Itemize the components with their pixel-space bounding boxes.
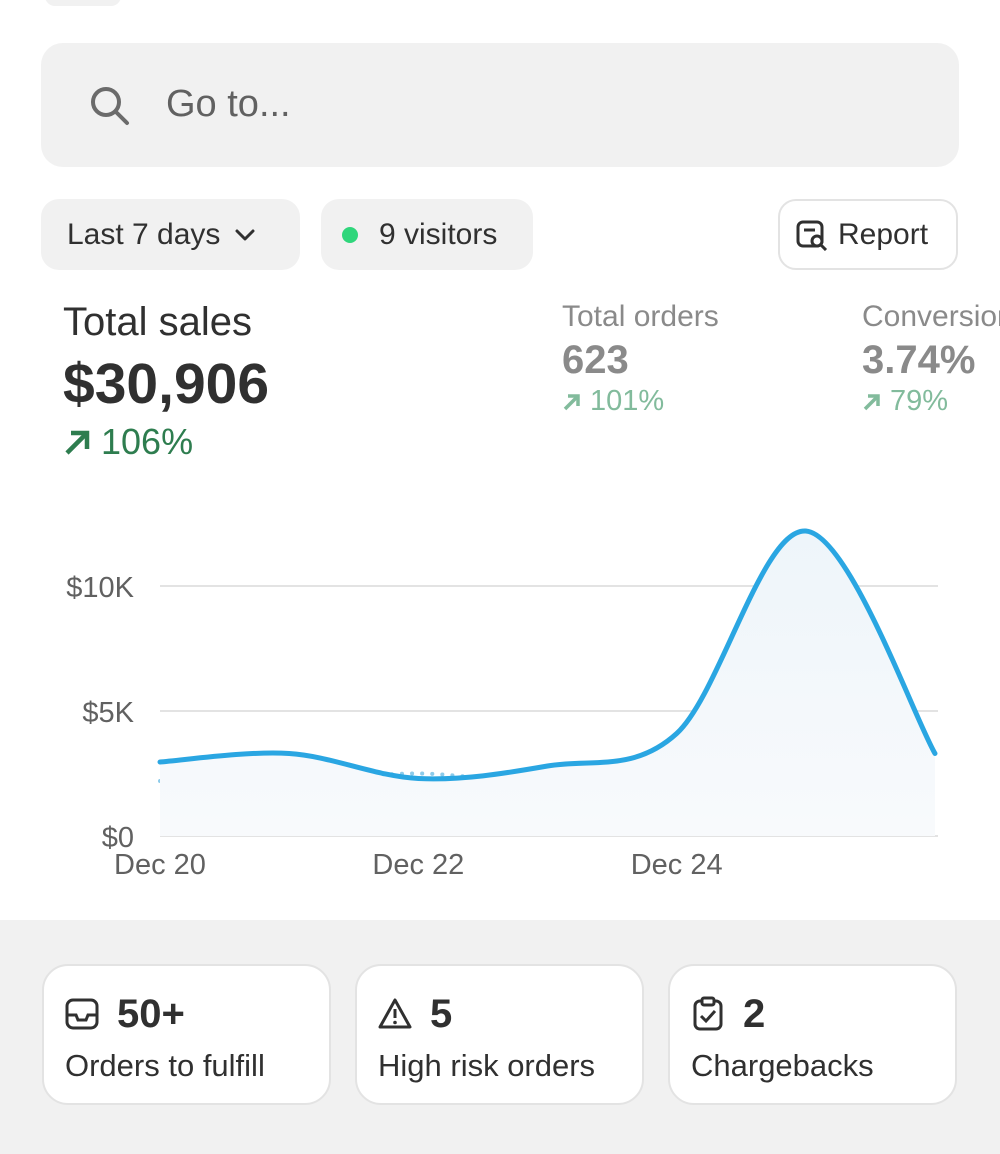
card-label: Orders to fulfill — [65, 1048, 265, 1083]
metric-value: $30,906 — [63, 352, 270, 416]
y-tick-label: $0 — [102, 822, 134, 854]
card[interactable]: 50+ Orders to fulfill — [42, 964, 331, 1105]
alert-icon — [378, 998, 412, 1029]
metric-label: Total orders — [562, 300, 719, 333]
metric-conversion[interactable]: Conversion rate 3.74% 79% — [862, 300, 1000, 418]
visitors-label: 9 visitors — [379, 217, 498, 251]
card[interactable]: 2 Chargebacks — [668, 964, 957, 1105]
metric-orders[interactable]: Total orders 623 101% — [562, 300, 719, 418]
metric-label: Total sales — [63, 300, 252, 344]
metric-value: 3.74% — [862, 338, 976, 382]
metric-sales[interactable]: Total sales $30,906 106% — [63, 300, 269, 463]
report-icon — [796, 220, 828, 251]
visitors-button[interactable]: 9 visitors — [321, 199, 533, 270]
clipboard-icon — [693, 996, 723, 1031]
cards-band: 50+ Orders to fulfill 5 High risk orders… — [0, 920, 1000, 1154]
range-label: Last 7 days — [67, 217, 221, 251]
card-value: 5 — [430, 992, 453, 1036]
up-arrow — [563, 393, 580, 410]
y-tick-label: $5K — [82, 697, 134, 729]
change-text: 106% — [101, 421, 194, 462]
up-arrow — [65, 430, 90, 455]
up-arrow — [863, 393, 880, 410]
search-icon — [91, 87, 129, 125]
search-bar[interactable]: Go to... — [41, 43, 959, 167]
metric-change: 101% — [562, 385, 719, 418]
area — [160, 530, 935, 836]
metric-value: 623 — [562, 338, 629, 382]
metric-change: 79% — [862, 385, 1000, 418]
report-button[interactable]: Report — [778, 199, 958, 270]
live-dot — [342, 226, 358, 243]
series-line — [157, 528, 938, 782]
metric-label: Conversion rate — [862, 300, 1000, 333]
x-tick-label: Dec 24 — [631, 849, 723, 881]
x-tick-label: Dec 20 — [114, 849, 206, 881]
change-text: 101% — [590, 385, 665, 417]
tab-edge — [45, 0, 121, 6]
inbox-icon — [65, 998, 99, 1030]
report-label: Report — [838, 217, 929, 251]
card-value: 2 — [743, 992, 766, 1036]
x-tick-label: Dec 22 — [372, 849, 464, 881]
card-value: 50+ — [117, 992, 185, 1036]
card[interactable]: 5 High risk orders — [355, 964, 644, 1105]
change-text: 79% — [890, 385, 949, 417]
metric-change: 106% — [63, 421, 269, 463]
y-tick-label: $10K — [66, 572, 134, 604]
card-label: Chargebacks — [691, 1048, 874, 1083]
card-label: High risk orders — [378, 1048, 596, 1083]
chevron — [235, 229, 255, 240]
sales-chart: $0 $5K $10K Dec 20 Dec 22 Dec 24 — [66, 528, 938, 881]
range-button[interactable]: Last 7 days — [41, 199, 300, 270]
search-placeholder: Go to... — [166, 83, 291, 125]
